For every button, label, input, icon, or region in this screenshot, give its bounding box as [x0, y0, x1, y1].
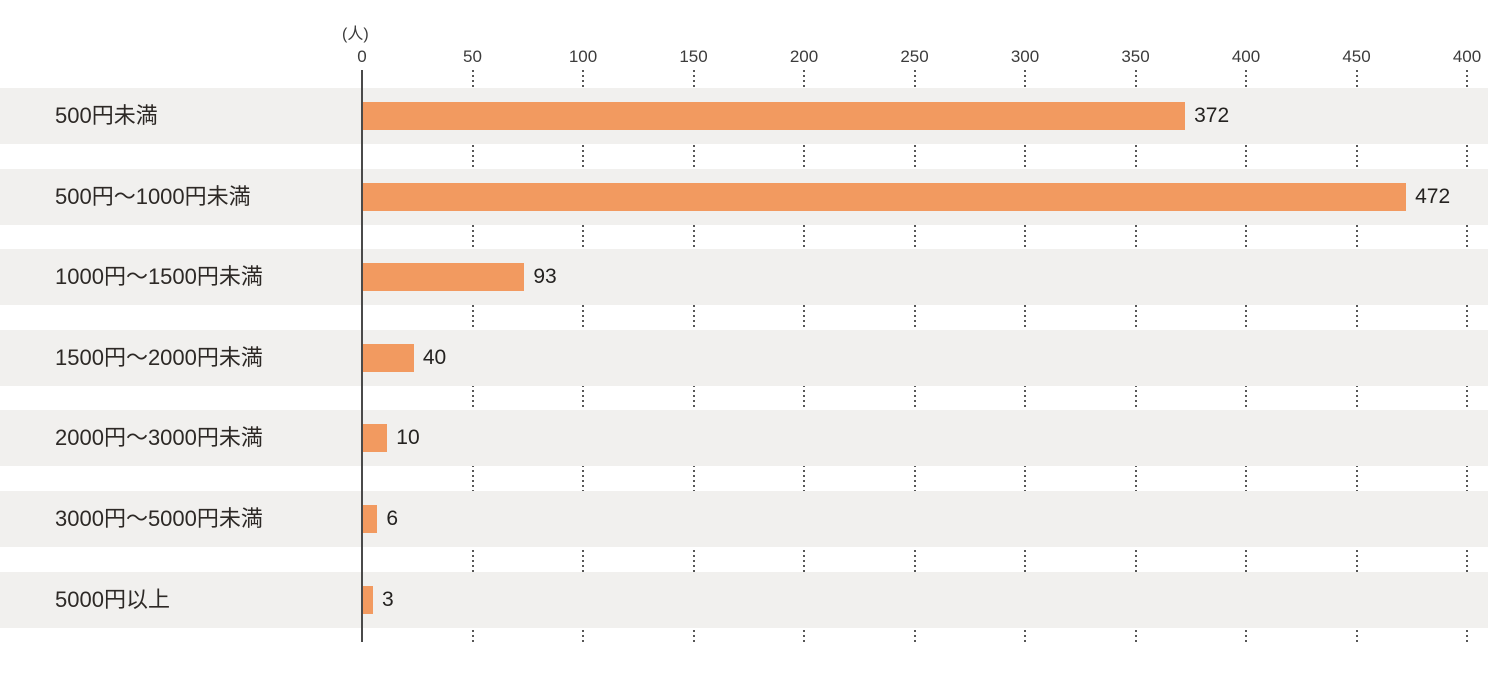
category-label: 500円未満	[55, 103, 158, 128]
x-tick-label: 400	[1452, 47, 1482, 66]
category-label: 1500円〜2000円未満	[55, 344, 263, 370]
x-tick-label: 400	[1231, 47, 1261, 66]
y-axis-line	[361, 70, 363, 642]
chart-row-band: 500円未満 372	[0, 88, 1488, 144]
chart-row-band: 5000円以上 3	[0, 571, 1488, 628]
bar	[363, 343, 414, 372]
bar	[363, 182, 1407, 211]
x-tick-label: 100	[568, 47, 598, 66]
x-tick-label: 350	[1121, 47, 1150, 66]
category-label: 2000円〜3000円未満	[55, 425, 263, 451]
bar	[363, 263, 525, 292]
x-tick-label: 50	[463, 47, 482, 66]
category-label: 1000円〜1500円未満	[55, 264, 263, 290]
chart-row-band: 2000円〜3000円未満 10	[0, 410, 1488, 467]
value-label: 3	[381, 587, 394, 611]
x-tick-label: 0	[357, 47, 367, 66]
value-label: 472	[1415, 184, 1451, 208]
bar	[363, 585, 373, 614]
bar	[363, 102, 1186, 130]
x-tick-label: 450	[1342, 47, 1371, 66]
bar	[363, 424, 388, 453]
value-label: 10	[396, 426, 420, 450]
value-label: 372	[1194, 104, 1230, 127]
chart-row-band: 3000円〜5000円未満 6	[0, 491, 1488, 547]
chart-row-band: 500円〜1000円未満 472	[0, 168, 1488, 225]
x-tick-label: 300	[1010, 47, 1040, 66]
bar	[363, 505, 378, 533]
category-label: 3000円〜5000円未満	[55, 506, 263, 531]
x-tick-label: 150	[679, 47, 708, 66]
axis-unit-label: (人)	[342, 26, 369, 43]
x-tick-label: 250	[900, 47, 929, 66]
chart-row-band: 1000円〜1500円未満 93	[0, 249, 1488, 306]
chart-row-band: 1500円〜2000円未満 40	[0, 329, 1488, 386]
value-label: 40	[422, 345, 447, 369]
value-label: 93	[533, 265, 557, 289]
value-label: 6	[386, 507, 399, 530]
category-label: 500円〜1000円未満	[55, 183, 251, 209]
x-tick-label: 200	[789, 47, 819, 66]
category-label: 5000円以上	[55, 586, 170, 612]
